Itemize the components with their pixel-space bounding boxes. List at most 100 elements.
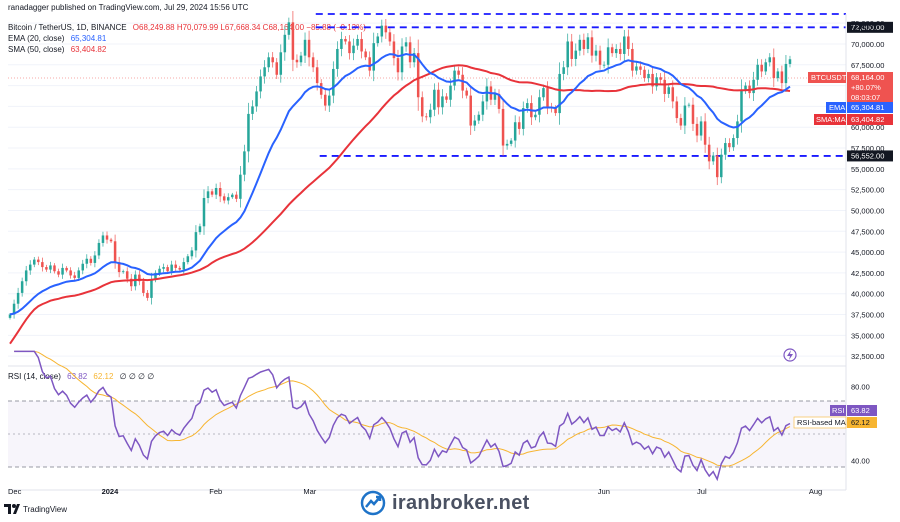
- ema-tag: EMA 65,304.81: [826, 102, 893, 113]
- watermark-text: iranbroker.net: [392, 491, 530, 514]
- candle-body: [570, 41, 574, 59]
- candle: [146, 290, 149, 301]
- candle-body: [574, 50, 578, 59]
- candle: [695, 117, 699, 143]
- candle-body: [610, 47, 614, 54]
- candle: [534, 111, 537, 121]
- candle: [643, 66, 646, 82]
- candle-body: [57, 271, 60, 275]
- candle-body: [344, 38, 347, 42]
- candle: [174, 260, 177, 273]
- candle: [538, 89, 541, 123]
- candle-body: [639, 66, 642, 70]
- candle-body: [166, 267, 169, 272]
- candle-body: [606, 47, 610, 65]
- candle: [610, 43, 614, 57]
- tradingview-logo[interactable]: TradingView: [4, 504, 67, 514]
- price-tick-label: 55,000.00: [851, 165, 884, 174]
- candle: [12, 299, 16, 319]
- candle: [453, 65, 456, 91]
- candle-body: [736, 121, 739, 139]
- candle-body: [45, 267, 48, 270]
- candle-body: [562, 67, 565, 74]
- candle: [570, 33, 574, 67]
- horizontal-levels: 72,000.00 56,552.00: [315, 13, 893, 162]
- candle: [513, 115, 517, 148]
- candle: [481, 95, 485, 122]
- candle: [509, 138, 513, 147]
- symbol-tag-text: BTCUSDT: [811, 73, 847, 82]
- candle-body: [315, 67, 319, 84]
- price-tick-label: 32,500.00: [851, 352, 884, 361]
- sma-tag-label-bg: [814, 114, 846, 125]
- candle: [574, 43, 578, 67]
- candle-body: [12, 303, 16, 315]
- rsi-line: [14, 350, 791, 482]
- candle: [356, 34, 359, 50]
- candle-body: [170, 264, 173, 272]
- candle-body: [162, 267, 165, 269]
- candle: [154, 270, 157, 283]
- candle-body: [65, 267, 68, 271]
- candle-body: [174, 264, 177, 268]
- candle-body: [340, 38, 343, 49]
- candle-body: [655, 77, 658, 87]
- candle: [69, 267, 72, 279]
- candle-body: [497, 93, 501, 109]
- candle-body: [336, 48, 339, 69]
- candle: [45, 264, 48, 272]
- candle: [679, 113, 683, 130]
- price-tick-label: 57,500.00: [851, 144, 884, 153]
- candle: [724, 137, 727, 160]
- candle-body: [513, 122, 517, 141]
- candle-body: [675, 101, 679, 119]
- candle-body: [376, 36, 380, 44]
- candle: [162, 263, 165, 273]
- rsi-legend[interactable]: RSI (14, close) 63.82 62.12 ∅ ∅ ∅ ∅: [8, 372, 158, 381]
- time-tick-label: Feb: [209, 487, 222, 496]
- time-tick-label: 2024: [102, 487, 120, 496]
- candle: [465, 87, 468, 99]
- time-axis[interactable]: Dec 2024 Feb Mar Jun Jul Aug: [8, 487, 822, 496]
- candle-body: [461, 74, 464, 91]
- candle: [485, 78, 489, 110]
- price-tick-label: 45,000.00: [851, 248, 884, 257]
- sma-legend[interactable]: SMA (50, close) 63,404.82: [8, 45, 110, 54]
- candle: [319, 79, 323, 99]
- candle-body: [77, 270, 80, 278]
- rsi-tag-label: RSI: [832, 406, 845, 415]
- candle-body: [101, 235, 105, 243]
- candle-body: [522, 108, 525, 129]
- ema-legend[interactable]: EMA (20, close) 65,304.81: [8, 34, 110, 43]
- candle-body: [623, 36, 626, 54]
- candle-body: [210, 191, 214, 195]
- candle-body: [239, 174, 242, 199]
- candle-body: [590, 37, 594, 56]
- candle: [618, 42, 622, 61]
- candle: [772, 48, 776, 87]
- candle: [307, 30, 311, 67]
- candle: [259, 69, 262, 99]
- rsi-legend-label: RSI (14, close): [8, 372, 61, 381]
- candle: [780, 65, 784, 89]
- candle: [97, 239, 101, 260]
- candle-body: [724, 143, 727, 155]
- candle: [364, 48, 367, 61]
- ema-tag-label: EMA: [829, 103, 845, 112]
- candle: [372, 32, 375, 82]
- lightning-icon[interactable]: [783, 348, 797, 362]
- candle-body: [517, 122, 521, 129]
- candle-body: [465, 90, 468, 96]
- candle-body: [501, 108, 505, 146]
- candle-body: [720, 154, 723, 178]
- price-tag-price: 68,164.00: [851, 73, 884, 82]
- candle: [602, 61, 606, 69]
- candle-body: [457, 70, 460, 75]
- candle: [764, 58, 767, 75]
- candle: [24, 265, 28, 286]
- price-tick-label: 35,000.00: [851, 331, 884, 340]
- candle: [457, 66, 460, 79]
- watermark: iranbroker.net: [360, 490, 530, 516]
- candle: [263, 60, 266, 84]
